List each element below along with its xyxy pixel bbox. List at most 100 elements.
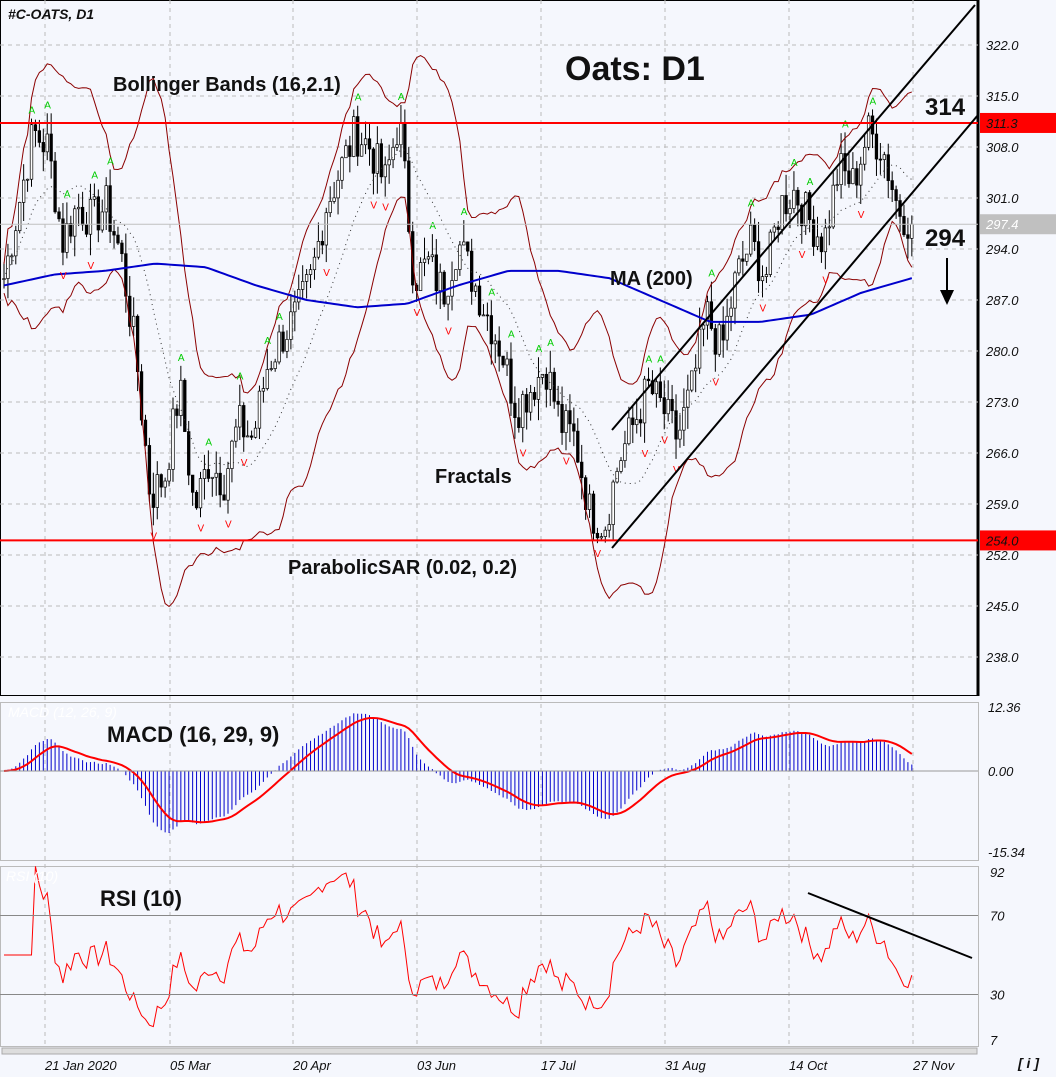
fractal-down-icon: V: [759, 303, 766, 314]
candle-body: [678, 429, 682, 440]
candle-body: [473, 285, 478, 292]
candle-body: [430, 254, 435, 258]
candle-body: [6, 255, 10, 279]
ma200-line: [3, 262, 913, 323]
candle-body: [175, 408, 179, 416]
symbol-label: #C-OATS, D1: [8, 6, 95, 22]
candle-body: [29, 124, 34, 180]
fractal-down-icon: V: [563, 456, 570, 467]
candle-body: [33, 124, 38, 132]
fractal-up-icon: A: [708, 269, 715, 280]
candle-body: [179, 379, 183, 416]
candle-body: [403, 122, 407, 162]
candle-body: [725, 315, 729, 341]
fractal-up-icon: A: [276, 312, 283, 323]
parabolic-sar-dots: [3, 149, 913, 485]
candle-body: [800, 204, 804, 227]
candle-body: [458, 244, 462, 270]
candle-body: [568, 410, 572, 425]
candle-body: [312, 256, 317, 271]
fractal-up-icon: A: [355, 93, 362, 104]
y-tick-label: 308.0: [986, 140, 1019, 155]
candle-body: [642, 378, 647, 424]
candle-body: [580, 461, 584, 479]
candle-body: [336, 179, 340, 199]
candle-body: [10, 255, 14, 258]
candle-body: [96, 196, 100, 231]
candle-body: [112, 231, 116, 236]
fractal-up-icon: A: [237, 372, 244, 383]
candle-body: [234, 426, 238, 442]
candle-body: [198, 478, 203, 509]
candle-body: [646, 378, 651, 382]
candle-body: [906, 234, 910, 239]
candle-body: [183, 379, 187, 432]
candle-body: [607, 524, 611, 531]
candle-body: [682, 407, 686, 431]
candle-body: [572, 423, 576, 432]
resistance-label: 314: [925, 94, 966, 121]
fractal-down-icon: V: [382, 203, 389, 214]
fractal-up-icon: A: [842, 119, 849, 130]
y-tick-label: 252.0: [985, 548, 1019, 563]
candle-body: [352, 116, 356, 157]
candle-body: [281, 331, 285, 352]
info-button[interactable]: [ i ]: [1018, 1055, 1039, 1071]
candle-body: [18, 202, 22, 232]
fractal-up-icon: A: [264, 336, 271, 347]
candle-body: [517, 417, 521, 428]
candle-body: [371, 148, 376, 174]
fractal-up-icon: A: [870, 96, 877, 107]
candle-body: [261, 388, 266, 392]
candle-body: [721, 324, 725, 341]
fractal-down-icon: V: [241, 458, 248, 469]
y-tick-label: 266.0: [985, 446, 1019, 461]
macd-tick-label: -15.34: [988, 845, 1025, 860]
candle-body: [631, 417, 635, 426]
candle-body: [442, 271, 446, 305]
candle-body: [194, 491, 199, 509]
candle-body: [540, 373, 545, 378]
candle-body: [202, 469, 207, 479]
candle-body: [690, 370, 694, 391]
candle-body: [823, 227, 828, 253]
candle-body: [839, 153, 843, 185]
x-tick-label: 27 Nov: [912, 1058, 956, 1073]
macd-faint-label: MACD (12, 26, 9): [8, 704, 117, 720]
candle-body: [831, 184, 835, 228]
rsi-faint-label: RSI (10): [6, 868, 59, 884]
sar-label: ParabolicSAR (0.02, 0.2): [288, 557, 517, 579]
fractal-down-icon: V: [445, 326, 452, 337]
last-price-tag: [980, 214, 1056, 235]
fractal-down-icon: V: [661, 435, 668, 446]
candle-body: [167, 469, 171, 482]
candle-body: [532, 392, 537, 400]
candle-body: [328, 201, 332, 214]
candle-body: [764, 274, 769, 277]
fractal-down-icon: V: [225, 520, 232, 531]
fractal-down-icon: V: [198, 523, 205, 534]
candle-body: [120, 242, 124, 255]
candle-body: [116, 234, 120, 244]
candle-body: [88, 198, 93, 235]
candle-body: [407, 160, 411, 232]
candle-body: [399, 122, 403, 146]
fractal-up-icon: A: [547, 338, 554, 349]
level-tag-label: 254.0: [985, 533, 1019, 548]
candle-body: [627, 417, 631, 445]
candle-body: [804, 192, 808, 227]
x-tick-label: 20 Apr: [292, 1058, 331, 1073]
candle-body: [65, 223, 69, 253]
candle-body: [477, 285, 482, 316]
candle-body: [242, 405, 246, 438]
candle-body: [654, 381, 659, 395]
fractal-down-icon: V: [60, 271, 67, 282]
bollinger-lower: [3, 196, 913, 608]
candle-body: [418, 262, 423, 291]
candle-body: [792, 189, 796, 209]
rsi-tick-label: 7: [990, 1033, 998, 1048]
candle-body: [77, 206, 81, 210]
channel-lower: [611, 114, 979, 549]
y-tick-label: 294.0: [985, 242, 1019, 257]
horizontal-scrollbar[interactable]: [1, 1047, 978, 1055]
